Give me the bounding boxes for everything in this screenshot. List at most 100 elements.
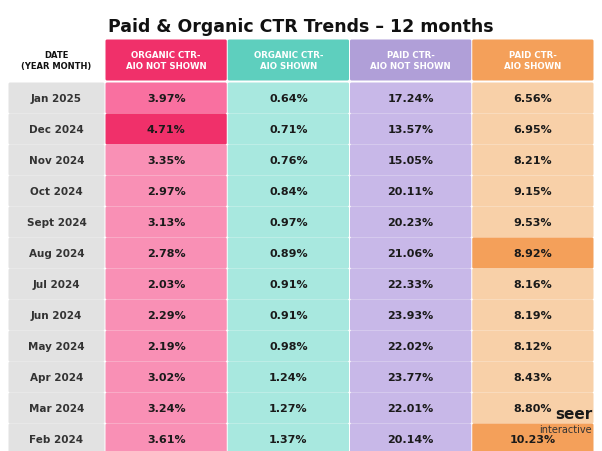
- FancyBboxPatch shape: [105, 83, 227, 114]
- Text: 6.95%: 6.95%: [514, 125, 552, 135]
- Text: PAID CTR-
AIO SHOWN: PAID CTR- AIO SHOWN: [504, 51, 562, 71]
- Text: 0.71%: 0.71%: [269, 125, 308, 135]
- Text: Paid & Organic CTR Trends – 12 months: Paid & Organic CTR Trends – 12 months: [108, 18, 494, 36]
- FancyBboxPatch shape: [105, 423, 227, 451]
- FancyBboxPatch shape: [228, 145, 349, 176]
- Text: 8.92%: 8.92%: [514, 249, 552, 258]
- FancyBboxPatch shape: [105, 145, 227, 176]
- FancyBboxPatch shape: [8, 114, 105, 145]
- FancyBboxPatch shape: [8, 176, 105, 207]
- Text: 15.05%: 15.05%: [388, 156, 433, 166]
- Text: 0.97%: 0.97%: [269, 217, 308, 227]
- Text: 13.57%: 13.57%: [388, 125, 433, 135]
- Text: 3.61%: 3.61%: [147, 434, 185, 444]
- FancyBboxPatch shape: [228, 238, 349, 269]
- FancyBboxPatch shape: [8, 423, 105, 451]
- FancyBboxPatch shape: [350, 114, 471, 145]
- FancyBboxPatch shape: [472, 300, 594, 331]
- FancyBboxPatch shape: [8, 362, 105, 393]
- FancyBboxPatch shape: [350, 238, 471, 269]
- Text: 21.06%: 21.06%: [388, 249, 434, 258]
- Text: Apr 2024: Apr 2024: [30, 372, 83, 382]
- FancyBboxPatch shape: [228, 207, 349, 238]
- Text: 0.64%: 0.64%: [269, 94, 308, 104]
- Text: 8.12%: 8.12%: [514, 341, 552, 351]
- Text: 20.14%: 20.14%: [388, 434, 434, 444]
- FancyBboxPatch shape: [105, 362, 227, 393]
- FancyBboxPatch shape: [228, 269, 349, 300]
- FancyBboxPatch shape: [350, 300, 471, 331]
- Text: 9.53%: 9.53%: [514, 217, 552, 227]
- FancyBboxPatch shape: [105, 114, 227, 145]
- Text: 9.15%: 9.15%: [514, 187, 552, 197]
- Text: 0.84%: 0.84%: [269, 187, 308, 197]
- Text: Oct 2024: Oct 2024: [30, 187, 83, 197]
- FancyBboxPatch shape: [472, 114, 594, 145]
- FancyBboxPatch shape: [350, 41, 471, 81]
- FancyBboxPatch shape: [472, 83, 594, 114]
- Text: interactive: interactive: [539, 424, 592, 434]
- Text: 23.77%: 23.77%: [388, 372, 434, 382]
- FancyBboxPatch shape: [8, 269, 105, 300]
- FancyBboxPatch shape: [8, 238, 105, 269]
- Text: PAID CTR-
AIO NOT SHOWN: PAID CTR- AIO NOT SHOWN: [370, 51, 451, 71]
- FancyBboxPatch shape: [350, 145, 471, 176]
- FancyBboxPatch shape: [472, 238, 594, 269]
- Text: 0.91%: 0.91%: [269, 310, 308, 320]
- FancyBboxPatch shape: [472, 176, 594, 207]
- Text: 0.91%: 0.91%: [269, 279, 308, 290]
- Text: 8.43%: 8.43%: [514, 372, 552, 382]
- Text: 0.98%: 0.98%: [269, 341, 308, 351]
- Text: 2.97%: 2.97%: [147, 187, 185, 197]
- Text: 3.24%: 3.24%: [147, 403, 185, 413]
- Text: 22.33%: 22.33%: [388, 279, 433, 290]
- FancyBboxPatch shape: [8, 393, 105, 423]
- Text: seer: seer: [555, 406, 592, 421]
- FancyBboxPatch shape: [472, 269, 594, 300]
- FancyBboxPatch shape: [228, 331, 349, 362]
- FancyBboxPatch shape: [105, 207, 227, 238]
- FancyBboxPatch shape: [8, 207, 105, 238]
- Text: 20.11%: 20.11%: [388, 187, 434, 197]
- Text: 20.23%: 20.23%: [388, 217, 433, 227]
- Text: Jul 2024: Jul 2024: [33, 279, 80, 290]
- FancyBboxPatch shape: [105, 269, 227, 300]
- Text: 3.02%: 3.02%: [147, 372, 185, 382]
- FancyBboxPatch shape: [105, 176, 227, 207]
- Text: 3.97%: 3.97%: [147, 94, 185, 104]
- FancyBboxPatch shape: [350, 331, 471, 362]
- Text: 8.21%: 8.21%: [514, 156, 552, 166]
- Text: Nov 2024: Nov 2024: [29, 156, 84, 166]
- FancyBboxPatch shape: [105, 41, 227, 81]
- Text: 22.01%: 22.01%: [388, 403, 434, 413]
- FancyBboxPatch shape: [350, 393, 471, 423]
- Text: 1.24%: 1.24%: [269, 372, 308, 382]
- Text: May 2024: May 2024: [28, 341, 85, 351]
- FancyBboxPatch shape: [8, 145, 105, 176]
- Text: 1.37%: 1.37%: [269, 434, 308, 444]
- Text: 23.93%: 23.93%: [388, 310, 434, 320]
- FancyBboxPatch shape: [228, 423, 349, 451]
- Text: 0.76%: 0.76%: [269, 156, 308, 166]
- FancyBboxPatch shape: [8, 300, 105, 331]
- FancyBboxPatch shape: [228, 41, 349, 81]
- FancyBboxPatch shape: [228, 393, 349, 423]
- Text: Mar 2024: Mar 2024: [29, 403, 84, 413]
- FancyBboxPatch shape: [472, 41, 594, 81]
- Text: Feb 2024: Feb 2024: [29, 434, 84, 444]
- FancyBboxPatch shape: [8, 83, 105, 114]
- Text: 8.16%: 8.16%: [514, 279, 552, 290]
- Text: 22.02%: 22.02%: [388, 341, 434, 351]
- Text: 2.19%: 2.19%: [147, 341, 185, 351]
- FancyBboxPatch shape: [105, 238, 227, 269]
- FancyBboxPatch shape: [228, 114, 349, 145]
- FancyBboxPatch shape: [8, 331, 105, 362]
- FancyBboxPatch shape: [472, 362, 594, 393]
- Text: 6.56%: 6.56%: [514, 94, 552, 104]
- Text: 4.71%: 4.71%: [147, 125, 185, 135]
- FancyBboxPatch shape: [350, 207, 471, 238]
- FancyBboxPatch shape: [350, 83, 471, 114]
- FancyBboxPatch shape: [472, 207, 594, 238]
- Text: 0.89%: 0.89%: [269, 249, 308, 258]
- FancyBboxPatch shape: [472, 423, 594, 451]
